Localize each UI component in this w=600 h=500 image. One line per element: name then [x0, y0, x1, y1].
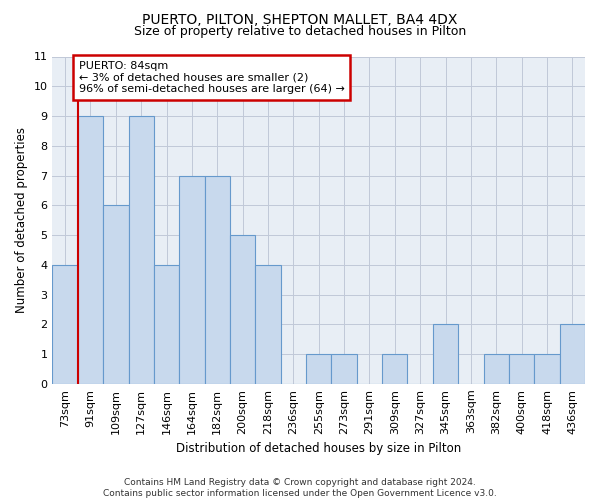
Bar [509, 354, 534, 384]
Bar [484, 354, 509, 384]
Bar [331, 354, 357, 384]
Bar [103, 206, 128, 384]
Bar [534, 354, 560, 384]
Bar [382, 354, 407, 384]
Bar [179, 176, 205, 384]
Bar [128, 116, 154, 384]
Bar [78, 116, 103, 384]
Text: Contains HM Land Registry data © Crown copyright and database right 2024.
Contai: Contains HM Land Registry data © Crown c… [103, 478, 497, 498]
Y-axis label: Number of detached properties: Number of detached properties [15, 127, 28, 313]
Bar [52, 265, 78, 384]
X-axis label: Distribution of detached houses by size in Pilton: Distribution of detached houses by size … [176, 442, 461, 455]
Text: Size of property relative to detached houses in Pilton: Size of property relative to detached ho… [134, 25, 466, 38]
Bar [205, 176, 230, 384]
Bar [230, 235, 256, 384]
Bar [433, 324, 458, 384]
Text: PUERTO, PILTON, SHEPTON MALLET, BA4 4DX: PUERTO, PILTON, SHEPTON MALLET, BA4 4DX [142, 12, 458, 26]
Bar [306, 354, 331, 384]
Text: PUERTO: 84sqm
← 3% of detached houses are smaller (2)
96% of semi-detached house: PUERTO: 84sqm ← 3% of detached houses ar… [79, 61, 345, 94]
Bar [560, 324, 585, 384]
Bar [154, 265, 179, 384]
Bar [256, 265, 281, 384]
